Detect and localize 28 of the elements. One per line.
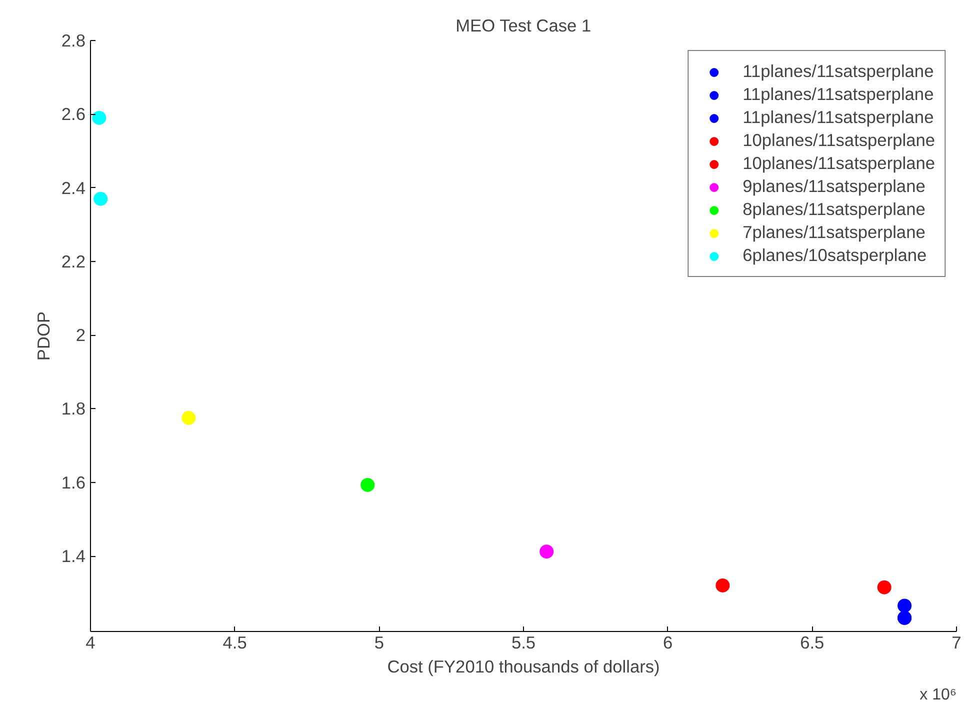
legend-label: 10planes/11satsperplane [742, 153, 935, 174]
legend-label: 6planes/10satsperplane [742, 245, 927, 266]
y-tick-label: 2.2 [61, 251, 86, 272]
y-tick-label: 2 [76, 325, 86, 346]
legend-label: 11planes/11satsperplane [742, 61, 934, 82]
y-tick-label: 1.8 [61, 398, 86, 419]
legend-label: 7planes/11satsperplane [742, 222, 926, 243]
y-tick-label: 2.4 [61, 178, 86, 198]
y-tick-label: 2.6 [61, 104, 86, 124]
y-axis-title: PDOP [33, 311, 54, 361]
legend-label: 10planes/11satsperplane [742, 130, 935, 151]
x-tick-label: 5 [374, 632, 384, 652]
y-tick-label: 1.4 [61, 546, 86, 566]
y-tick-label: 1.6 [61, 472, 86, 492]
legend-label: 11planes/11satsperplane [742, 84, 934, 105]
legend-label: 11planes/11satsperplane [742, 107, 934, 128]
legend-label: 9planes/11satsperplane [742, 176, 926, 197]
chart-title: MEO Test Case 1 [456, 16, 592, 36]
x-tick-label: 6 [663, 632, 673, 652]
x-tick-label: 6.5 [800, 632, 824, 652]
legend-label: 8planes/11satsperplane [742, 199, 926, 220]
x-tick-label: 5.5 [511, 632, 536, 652]
x-tick-label: 7 [952, 632, 962, 652]
x-axis-title: Cost (FY2010 thousands of dollars) [387, 656, 660, 676]
x-tick-label: 4 [86, 632, 96, 652]
y-tick-label: 2.8 [61, 30, 86, 50]
x-tick-label: 4.5 [222, 632, 247, 652]
text: x 10⁶ [920, 686, 956, 704]
